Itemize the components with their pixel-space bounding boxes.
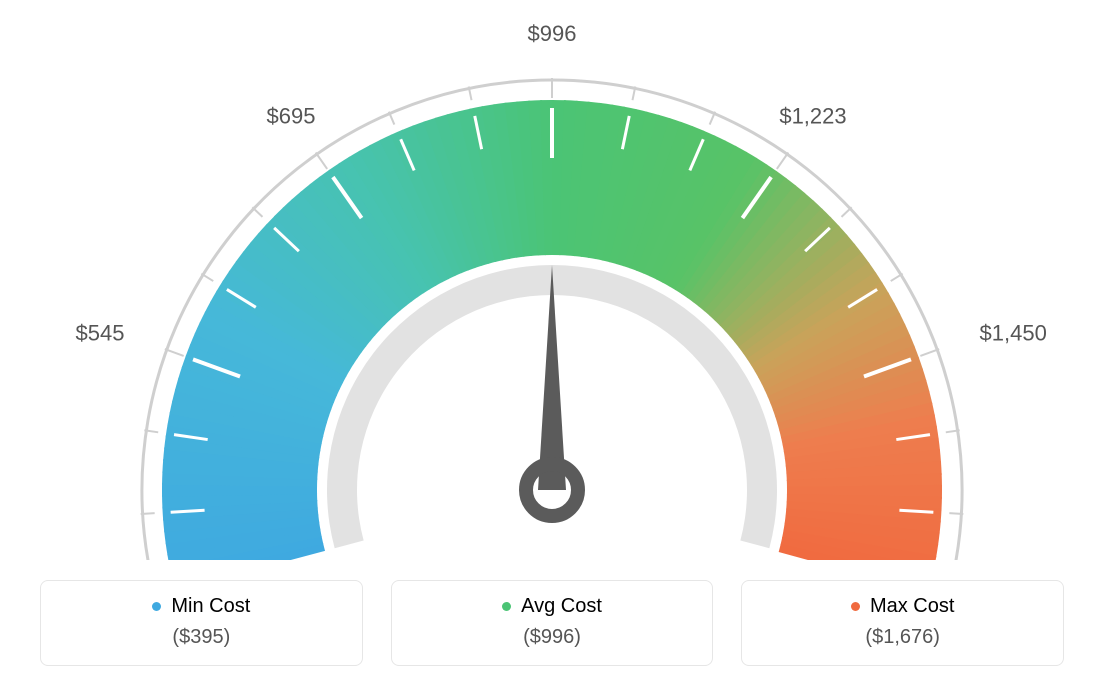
legend-label-min: Min Cost bbox=[171, 595, 250, 618]
gauge-svg: $395$545$695$996$1,223$1,450$1,676 bbox=[0, 0, 1104, 560]
legend-card-max: Max Cost ($1,676) bbox=[741, 580, 1064, 666]
legend-card-min: Min Cost ($395) bbox=[40, 580, 363, 666]
gauge-tick-label: $695 bbox=[267, 103, 316, 128]
legend-dot-avg bbox=[502, 602, 511, 611]
legend-title-min: Min Cost bbox=[152, 595, 250, 618]
gauge-area: $395$545$695$996$1,223$1,450$1,676 bbox=[0, 0, 1104, 560]
legend-card-avg: Avg Cost ($996) bbox=[391, 580, 714, 666]
legend-dot-min bbox=[152, 602, 161, 611]
legend-title-avg: Avg Cost bbox=[502, 595, 602, 618]
legend-value-min: ($395) bbox=[41, 626, 362, 649]
gauge-tick-label: $996 bbox=[528, 21, 577, 46]
legend-label-max: Max Cost bbox=[870, 595, 954, 618]
gauge-tick-label: $1,223 bbox=[779, 103, 846, 128]
gauge-tick-label: $1,450 bbox=[980, 320, 1047, 345]
cost-gauge-chart: $395$545$695$996$1,223$1,450$1,676 Min C… bbox=[0, 0, 1104, 690]
legend-title-max: Max Cost bbox=[851, 595, 954, 618]
gauge-tick-label: $545 bbox=[75, 320, 124, 345]
legend-label-avg: Avg Cost bbox=[521, 595, 602, 618]
legend-row: Min Cost ($395) Avg Cost ($996) Max Cost… bbox=[0, 580, 1104, 666]
legend-dot-max bbox=[851, 602, 860, 611]
legend-value-max: ($1,676) bbox=[742, 626, 1063, 649]
legend-value-avg: ($996) bbox=[392, 626, 713, 649]
